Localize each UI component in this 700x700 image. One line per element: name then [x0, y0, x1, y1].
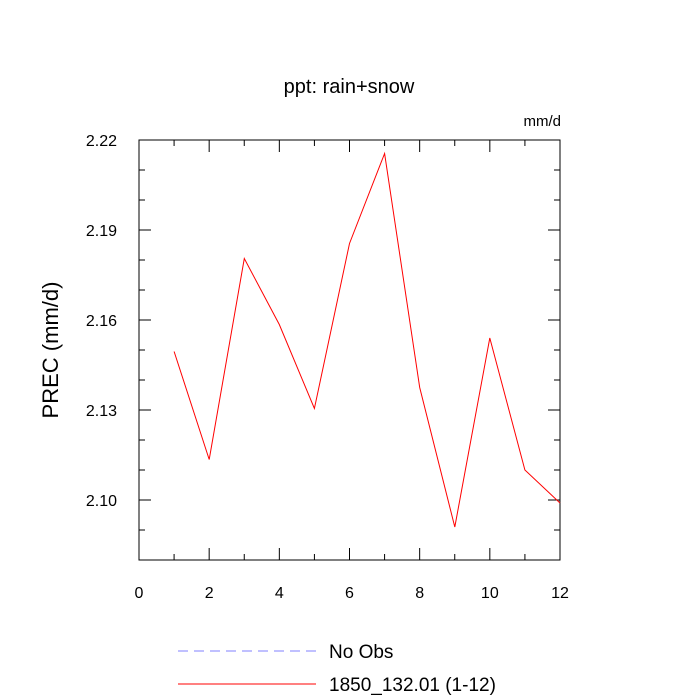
x-tick-label: 4 [275, 585, 284, 602]
series-layer [173, 151, 561, 528]
y-tick-label: 2.16 [86, 313, 117, 330]
plot-frame [138, 139, 561, 561]
units-label: mm/d [524, 113, 562, 130]
x-tick-label: 10 [481, 585, 499, 602]
x-tick-labels: 0 2 4 6 8 10 12 [135, 585, 569, 602]
x-tick-label: 8 [415, 585, 424, 602]
chart-title: ppt: rain+snow [284, 76, 415, 98]
legend: No Obs 1850_132.01 (1-12) [178, 642, 496, 696]
y-tick-label: 2.10 [86, 493, 117, 510]
y-tick-label: 2.19 [86, 223, 117, 240]
y-tick-label: 2.13 [86, 403, 117, 420]
x-tick-label: 12 [551, 585, 569, 602]
series-line [173, 151, 561, 528]
axis-ticks [138, 139, 561, 561]
legend-label: No Obs [329, 642, 393, 663]
x-tick-label: 2 [205, 585, 214, 602]
y-tick-label: 2.22 [86, 133, 117, 150]
x-tick-label: 6 [345, 585, 354, 602]
y-axis-label: PREC (mm/d) [38, 282, 63, 419]
y-tick-labels: 2.10 2.13 2.16 2.19 2.22 [86, 133, 117, 510]
x-tick-label: 0 [135, 585, 144, 602]
legend-label: 1850_132.01 (1-12) [329, 675, 496, 696]
